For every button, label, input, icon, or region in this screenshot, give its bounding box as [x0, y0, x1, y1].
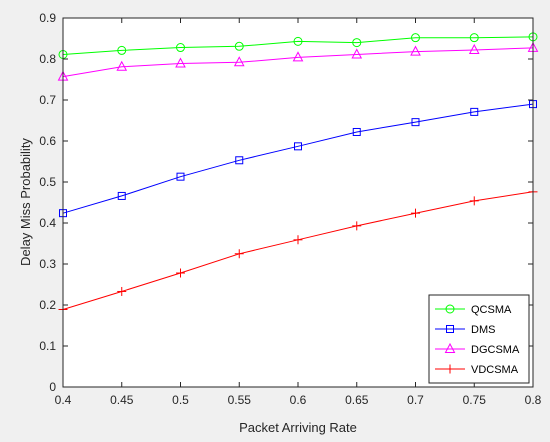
x-tick-label: 0.45	[110, 393, 134, 407]
data-point-qcsma	[352, 38, 362, 48]
data-point-dms	[176, 172, 185, 181]
data-point-qcsma	[176, 43, 185, 53]
legend-label: QCSMA	[471, 304, 512, 316]
data-point-dgcsma	[175, 57, 186, 68]
x-tick-label: 0.5	[172, 393, 189, 407]
y-tick-label: 0	[49, 380, 56, 394]
y-axis-label: Delay Miss Probability	[18, 138, 33, 266]
data-point-qcsma	[117, 45, 127, 55]
series-line-dgcsma	[62, 47, 534, 78]
legend-label: DGCSMA	[471, 344, 520, 356]
legend: QCSMA DMS DGCSMA VDCSMA	[428, 294, 530, 384]
x-tick-label: 0.4	[55, 393, 72, 407]
data-point-vdcsma	[352, 221, 362, 231]
data-point-dms	[411, 118, 420, 127]
legend-entry-vdcsma: VDCSMA	[435, 364, 519, 376]
y-tick-label: 0.1	[39, 339, 56, 353]
data-point-qcsma	[293, 36, 303, 46]
legend-entry-dms: DMS	[435, 324, 495, 336]
data-point-vdcsma	[411, 208, 420, 218]
legend-entry-qcsma: QCSMA	[435, 304, 512, 316]
data-point-qcsma	[411, 33, 420, 43]
series-vdcsma	[58, 187, 538, 315]
x-tick-label: 0.7	[407, 393, 424, 407]
data-point-dgcsma	[351, 48, 363, 59]
y-tick-label: 0.7	[39, 93, 56, 107]
y-tick-label: 0.3	[39, 257, 56, 271]
legend-label: DMS	[471, 324, 495, 336]
data-point-vdcsma	[176, 268, 185, 278]
data-point-dms	[294, 142, 302, 151]
data-point-dms	[117, 191, 126, 200]
data-point-dms	[352, 127, 361, 136]
y-tick-label: 0.6	[39, 134, 56, 148]
x-tick-label: 0.8	[525, 393, 542, 407]
data-point-vdcsma	[234, 249, 244, 259]
x-tick-label: 0.75	[463, 393, 487, 407]
y-tick-label: 0.5	[39, 175, 56, 189]
series-line-qcsma	[62, 36, 534, 55]
legend-marker-dgcsma	[444, 342, 456, 353]
legend-marker-qcsma	[445, 304, 455, 314]
data-point-qcsma	[469, 33, 479, 43]
legend-entry-dgcsma: DGCSMA	[435, 342, 520, 356]
data-point-vdcsma	[293, 235, 303, 245]
series-layer	[57, 32, 539, 315]
y-tick-label: 0.9	[39, 11, 56, 25]
data-point-dgcsma	[233, 56, 245, 67]
legend-marker-vdcsma	[445, 364, 455, 374]
data-point-dms	[470, 107, 479, 116]
data-point-dgcsma	[468, 43, 480, 54]
series-line-dms	[62, 103, 534, 214]
x-tick-label: 0.65	[345, 393, 369, 407]
data-point-dgcsma	[410, 45, 421, 56]
y-tick-label: 0.8	[39, 52, 56, 66]
x-tick-label: 0.55	[228, 393, 252, 407]
x-tick-label: 0.6	[290, 393, 307, 407]
data-point-dms	[235, 156, 244, 165]
data-point-dgcsma	[116, 60, 128, 71]
axes-layer: 0.4 0.45 0.5 0.55 0.6 0.65 0.7 0.75 0.8 0 0.1 0.2 0.…	[39, 11, 541, 407]
legend-marker-dms	[446, 325, 454, 333]
y-tick-label: 0.4	[39, 216, 56, 230]
x-axis-label: Packet Arriving Rate	[239, 420, 357, 435]
legend-label: VDCSMA	[471, 364, 519, 376]
data-point-qcsma	[234, 41, 244, 51]
data-point-vdcsma	[469, 196, 479, 206]
data-point-dgcsma	[292, 51, 304, 62]
data-point-vdcsma	[117, 286, 127, 296]
y-tick-label: 0.2	[39, 298, 56, 312]
